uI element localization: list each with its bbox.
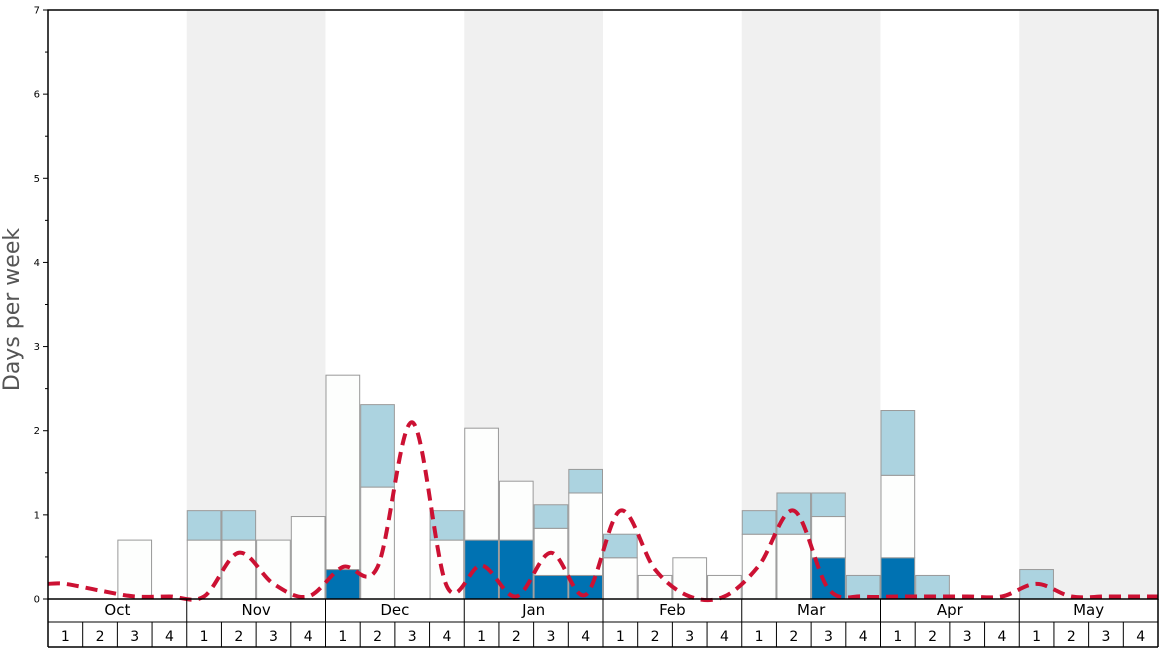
month-band-may — [1019, 10, 1158, 599]
week-label: 2 — [234, 629, 243, 645]
y-tick-label: 4 — [34, 258, 40, 269]
bars — [117, 374, 1054, 600]
y-tick-label: 6 — [34, 90, 40, 101]
month-label-dec: Dec — [380, 601, 409, 619]
bar-segment-light — [221, 510, 257, 541]
bar-segment-light — [186, 510, 222, 541]
bar-segment-white — [290, 516, 326, 600]
bar-segment-white — [776, 533, 812, 600]
bar-segment-white — [464, 427, 499, 541]
month-label-nov: Nov — [241, 601, 270, 619]
week-label: 3 — [130, 629, 139, 645]
month-bands — [186, 10, 1158, 599]
week-label: 1 — [477, 629, 486, 645]
week-label: 1 — [616, 629, 625, 645]
bar-segment-white — [117, 539, 153, 600]
week-label: 4 — [304, 629, 313, 645]
y-tick-label: 3 — [34, 342, 40, 353]
week-label: 4 — [442, 629, 451, 645]
week-label: 2 — [96, 629, 105, 645]
trend-line — [47, 420, 1158, 603]
month-band-nov — [186, 10, 326, 599]
y-tick-label: 5 — [34, 174, 40, 185]
bar-segment-white — [741, 533, 777, 600]
bar-segment-light — [811, 492, 846, 518]
week-label: 4 — [581, 629, 590, 645]
week-label: 1 — [893, 629, 902, 645]
bar-segment-white — [186, 539, 222, 600]
month-label-may: May — [1073, 601, 1104, 619]
bar-segment-white — [880, 474, 916, 559]
week-label: 1 — [200, 629, 209, 645]
week-label: 2 — [1067, 629, 1076, 645]
bar-segment-white — [498, 480, 534, 541]
week-label: 2 — [373, 629, 382, 645]
week-label: 3 — [1102, 629, 1111, 645]
month-label-feb: Feb — [659, 601, 686, 619]
bar-segment-white — [603, 557, 638, 600]
bar-segment-white — [637, 574, 673, 600]
week-label: 2 — [651, 629, 660, 645]
bar-segment-white — [811, 516, 846, 559]
week-label: 3 — [269, 629, 278, 645]
bar-segment-white — [325, 374, 361, 571]
trend-line-layer — [47, 420, 1158, 603]
week-label: 3 — [547, 629, 556, 645]
bar-segment-light — [880, 410, 916, 476]
bar-segment-dark — [880, 557, 916, 600]
week-label: 2 — [512, 629, 521, 645]
bar-segment-white — [221, 539, 257, 600]
y-tick-label: 7 — [34, 6, 40, 17]
week-label: 2 — [928, 629, 937, 645]
week-label: 3 — [963, 629, 972, 645]
week-label: 3 — [824, 629, 833, 645]
bar-segment-white — [672, 557, 708, 600]
week-label: 1 — [338, 629, 347, 645]
bar-segment-dark — [498, 539, 534, 600]
bar-segment-white — [568, 492, 603, 576]
week-label: 4 — [1136, 629, 1145, 645]
week-label: 1 — [755, 629, 764, 645]
bar-segment-light — [603, 533, 638, 559]
bar-segment-dark — [533, 574, 569, 600]
y-tick-label: 2 — [34, 426, 40, 437]
bar-segment-light — [360, 404, 395, 488]
x-axis: Oct 1 2 3 4 Nov 1 2 3 4 Dec 1 2 3 4 Jan 1 2 3 4 Feb 1 2 3 4 Mar 1 2… — [47, 598, 1159, 648]
bar-segment-dark — [464, 539, 499, 600]
month-label-jan: Jan — [521, 601, 545, 619]
week-label: 4 — [997, 629, 1006, 645]
week-label: 2 — [789, 629, 798, 645]
y-axis: 0 1 2 3 4 5 6 7 — [34, 6, 48, 606]
bar-segment-light — [568, 468, 603, 494]
week-label: 4 — [720, 629, 729, 645]
week-label: 4 — [165, 629, 174, 645]
month-label-mar: Mar — [797, 601, 826, 619]
month-label-oct: Oct — [104, 601, 130, 619]
week-label: 1 — [61, 629, 70, 645]
week-label: 3 — [685, 629, 694, 645]
plot-frame — [47, 9, 1159, 600]
week-label: 1 — [1032, 629, 1041, 645]
week-label: 3 — [408, 629, 417, 645]
y-axis-label: Days per week — [0, 228, 25, 391]
y-tick-label: 0 — [34, 595, 40, 606]
bar-segment-white — [360, 486, 395, 600]
month-label-apr: Apr — [937, 601, 964, 619]
bar-segment-light — [741, 510, 777, 535]
week-label: 4 — [859, 629, 868, 645]
bar-segment-light — [533, 504, 569, 529]
y-tick-label: 1 — [34, 510, 40, 521]
